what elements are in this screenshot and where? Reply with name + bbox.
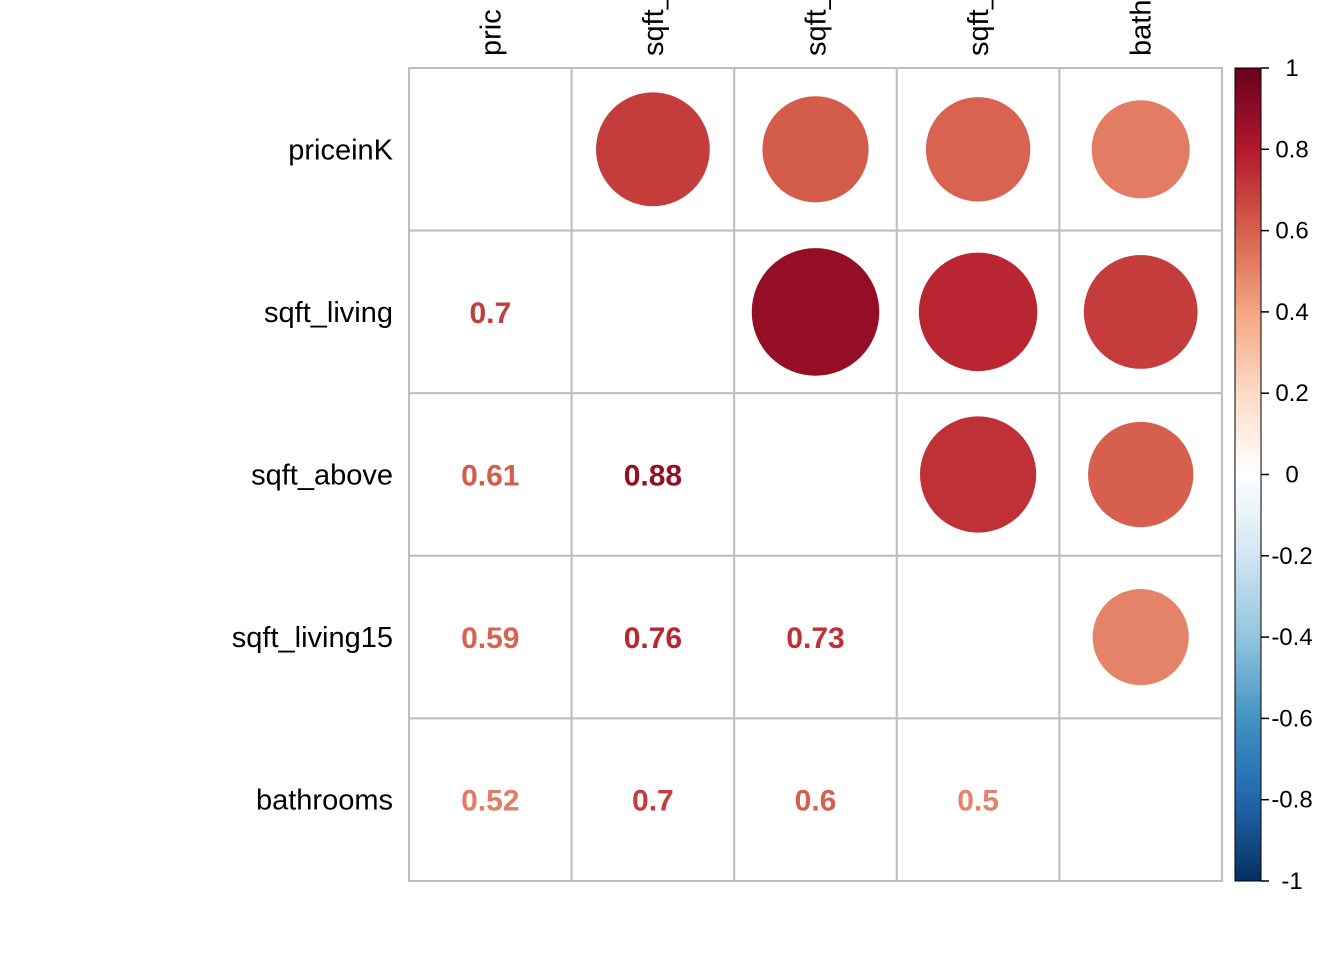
correlation-circle [1092,589,1189,686]
correlation-circle [920,416,1037,533]
correlation-value-label: 0.52 [461,785,519,818]
matrix-cell [1058,717,1224,883]
matrix-cell [408,67,573,232]
correlation-value-label: 0.73 [786,622,844,655]
color-scale-tick-label: -0.8 [1271,787,1312,814]
color-scale-bar [1234,67,1262,882]
matrix-cell [570,554,736,720]
correlation-circle [762,96,869,203]
column-label: bath [1126,0,1158,56]
row-label: sqft_above [251,460,393,492]
column-label: sqft_ [801,0,833,56]
row-label: sqft_living15 [232,622,393,654]
matrix-cell [733,392,898,557]
matrix-cell [570,392,736,557]
matrix-cell [1058,392,1224,557]
color-scale-tick-label: -0.2 [1271,543,1312,570]
correlation-value-label: 0.88 [624,460,682,493]
matrix-cell [733,717,898,883]
matrix-cell [895,554,1061,720]
correlation-circle [1091,100,1190,199]
color-scale-tick-label: -0.6 [1271,705,1312,732]
correlation-value-label: 0.7 [469,297,511,330]
color-scale-tick-label: 0.6 [1275,218,1308,245]
color-scale-tick-label: 0.8 [1275,136,1308,163]
column-label: sqft_ [638,0,670,56]
correlation-circle [751,248,880,376]
matrix-cells [408,67,1224,883]
color-scale-tick-label: 0 [1285,462,1298,489]
column-labels: pric sqft_ sqft_ sqft_ bath [475,0,1157,56]
matrix-cell [570,229,736,395]
row-label: priceinK [288,134,393,166]
correlation-circle [1088,421,1194,528]
column-label: sqft_ [963,0,995,56]
row-label: sqft_living [264,297,393,329]
correlation-value-label: 0.59 [461,622,519,655]
matrix-marks: 0.7 0.61 0.88 0.59 0.76 0.73 0.52 0.7 0.6 0.5 [461,92,1198,818]
correlation-value-label: 0.6 [795,785,837,818]
color-scale-tick-label: 1 [1285,55,1298,82]
row-labels: priceinK sqft_living sqft_above sqft_living… [232,134,394,816]
correlation-circle [1083,255,1198,369]
correlation-value-label: 0.5 [957,785,999,818]
matrix-cell [408,554,573,720]
matrix-cell [733,554,898,720]
color-scale-tick-label: -0.4 [1271,624,1312,651]
matrix-cell [408,229,573,395]
matrix-cell [570,717,736,883]
correlation-circle [596,92,710,207]
row-label: bathrooms [256,785,393,817]
color-legend: 1 0.8 0.6 0.4 0.2 0 -0.2 -0.4 -0.6 -0.8 -1 [1234,55,1313,895]
correlation-circle [918,252,1038,372]
color-scale-tick-label: 0.2 [1275,380,1308,407]
correlation-value-label: 0.61 [461,460,519,493]
color-scale-tick-label: -1 [1281,868,1302,895]
color-scale-tick-label: 0.4 [1275,299,1308,326]
matrix-cell [408,717,573,883]
correlation-value-label: 0.76 [624,622,682,655]
correlation-value-label: 0.7 [632,785,674,818]
column-label: pric [475,9,507,56]
correlation-circle [925,97,1031,202]
